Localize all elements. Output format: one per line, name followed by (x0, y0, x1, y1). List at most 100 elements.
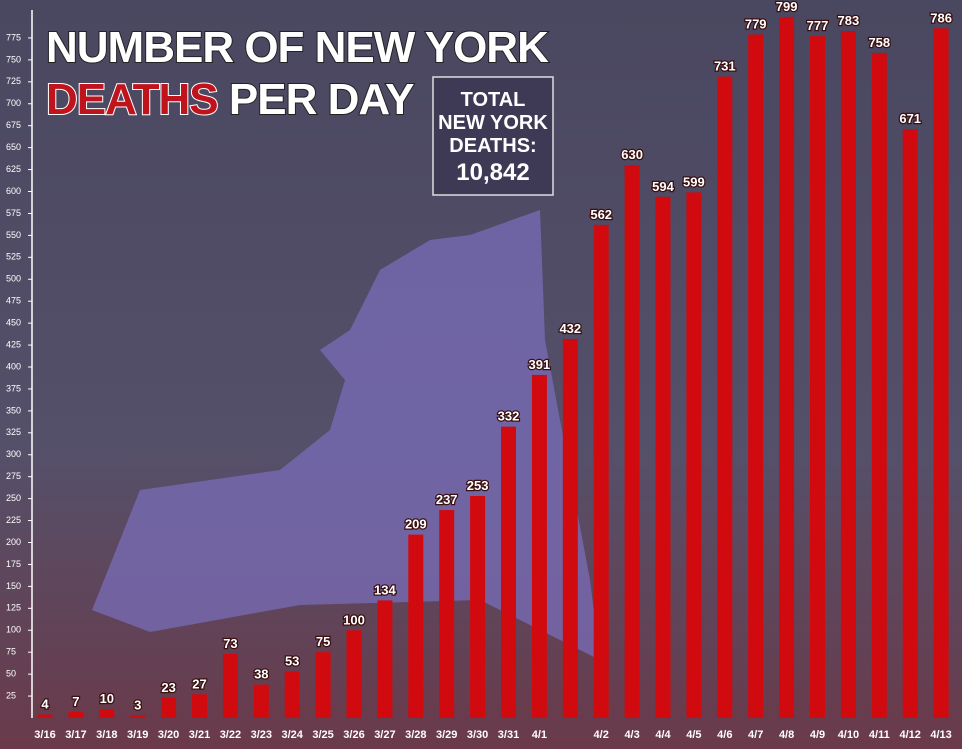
bar (902, 129, 918, 718)
value-label: 209 (405, 517, 427, 532)
value-label: 799 (776, 0, 798, 14)
y-tick-label: 350 (6, 405, 21, 415)
x-tick-label: 3/23 (251, 729, 272, 741)
value-label: 253 (467, 478, 489, 493)
x-tick-label: 3/19 (127, 729, 148, 741)
bar (470, 495, 486, 718)
x-tick-label: 3/25 (312, 729, 333, 741)
bar (779, 16, 795, 718)
y-tick-label: 200 (6, 537, 21, 547)
y-tick-label: 575 (6, 208, 21, 218)
value-label: 783 (838, 13, 860, 28)
value-label: 38 (254, 667, 268, 682)
annotation: DEATHS: (449, 135, 536, 157)
x-tick-label: 3/28 (405, 729, 426, 741)
bar (161, 697, 177, 718)
x-tick-label: 3/30 (467, 729, 488, 741)
value-label: 671 (899, 111, 921, 126)
y-tick-label: 375 (6, 383, 21, 393)
x-tick-label: 3/31 (498, 729, 519, 741)
value-label: 75 (316, 634, 330, 649)
x-tick-label: 3/16 (34, 729, 55, 741)
y-tick-label: 175 (6, 559, 21, 569)
x-tick-label: 4/2 (594, 729, 609, 741)
y-tick-label: 650 (6, 142, 21, 152)
bar (501, 426, 516, 718)
bar (346, 630, 362, 718)
y-tick-label: 450 (6, 318, 21, 328)
y-tick-label: 550 (6, 230, 21, 240)
bar (130, 715, 146, 718)
value-label: 23 (161, 680, 175, 695)
value-label: 3 (134, 697, 141, 712)
x-tick-label: 4/9 (810, 729, 825, 741)
value-label: 237 (436, 492, 458, 507)
value-label: 134 (374, 582, 396, 597)
bar (840, 30, 856, 719)
y-tick-label: 400 (6, 361, 21, 371)
value-label: 4 (41, 696, 49, 711)
y-tick-label: 425 (6, 339, 21, 349)
value-label: 73 (223, 636, 237, 651)
y-tick-label: 25 (6, 690, 16, 700)
value-label: 432 (559, 321, 581, 336)
bar (562, 338, 578, 718)
y-tick-label: 150 (6, 581, 21, 591)
annotation-box (432, 76, 554, 196)
y-tick-label: 75 (6, 647, 16, 657)
x-tick-label: 3/22 (220, 729, 241, 741)
y-tick-label: 300 (6, 449, 21, 459)
value-label: 7 (72, 694, 79, 709)
value-label: 100 (343, 612, 365, 627)
x-tick-label: 4/12 (899, 729, 920, 741)
bar (933, 28, 949, 719)
annotation: 10,842 (456, 159, 529, 186)
y-tick-label: 775 (6, 32, 21, 42)
y-tick-label: 125 (6, 603, 21, 613)
x-tick-label: 4/3 (624, 729, 639, 741)
bar (37, 714, 53, 718)
bar (810, 36, 825, 719)
value-label: 391 (529, 357, 551, 372)
value-label: 562 (590, 207, 612, 222)
y-tick-label: 50 (6, 669, 16, 679)
bar (655, 196, 671, 718)
y-tick-label: 475 (6, 296, 21, 306)
bar (315, 652, 331, 718)
x-tick-label: 3/26 (343, 729, 364, 741)
bar (593, 224, 609, 718)
x-tick-label: 3/18 (96, 729, 117, 741)
y-tick-label: 700 (6, 98, 21, 108)
bar (717, 76, 733, 719)
value-label: 786 (930, 10, 952, 25)
x-tick-label: 3/21 (189, 729, 210, 741)
x-tick-label: 4/7 (748, 729, 763, 741)
title-highlight: DEATHS (46, 75, 218, 124)
x-tick-label: 4/1 (532, 729, 547, 741)
bar (99, 709, 115, 718)
chart-title: DEATHS PER DAY (46, 75, 414, 124)
x-tick-label: 4/10 (838, 729, 859, 741)
bar (871, 52, 887, 719)
x-tick-label: 3/27 (374, 729, 395, 741)
bar (624, 165, 640, 719)
x-tick-label: 3/29 (436, 729, 457, 741)
y-tick-label: 675 (6, 120, 21, 130)
y-tick-label: 625 (6, 164, 21, 174)
value-label: 731 (714, 59, 736, 74)
bar (284, 671, 300, 718)
x-tick-label: 3/20 (158, 729, 179, 741)
x-tick-label: 4/6 (717, 729, 732, 741)
y-tick-label: 600 (6, 186, 21, 196)
value-label: 599 (683, 174, 705, 189)
bar (748, 34, 764, 719)
x-tick-label: 3/17 (65, 729, 86, 741)
value-label: 332 (498, 409, 520, 424)
bar (408, 534, 424, 718)
title-rest: PER DAY (229, 75, 414, 124)
y-tick-label: 325 (6, 427, 21, 437)
y-tick-label: 525 (6, 252, 21, 262)
x-tick-label: 4/13 (930, 729, 951, 741)
bar (686, 192, 702, 718)
annotation: NEW YORK (438, 112, 548, 134)
